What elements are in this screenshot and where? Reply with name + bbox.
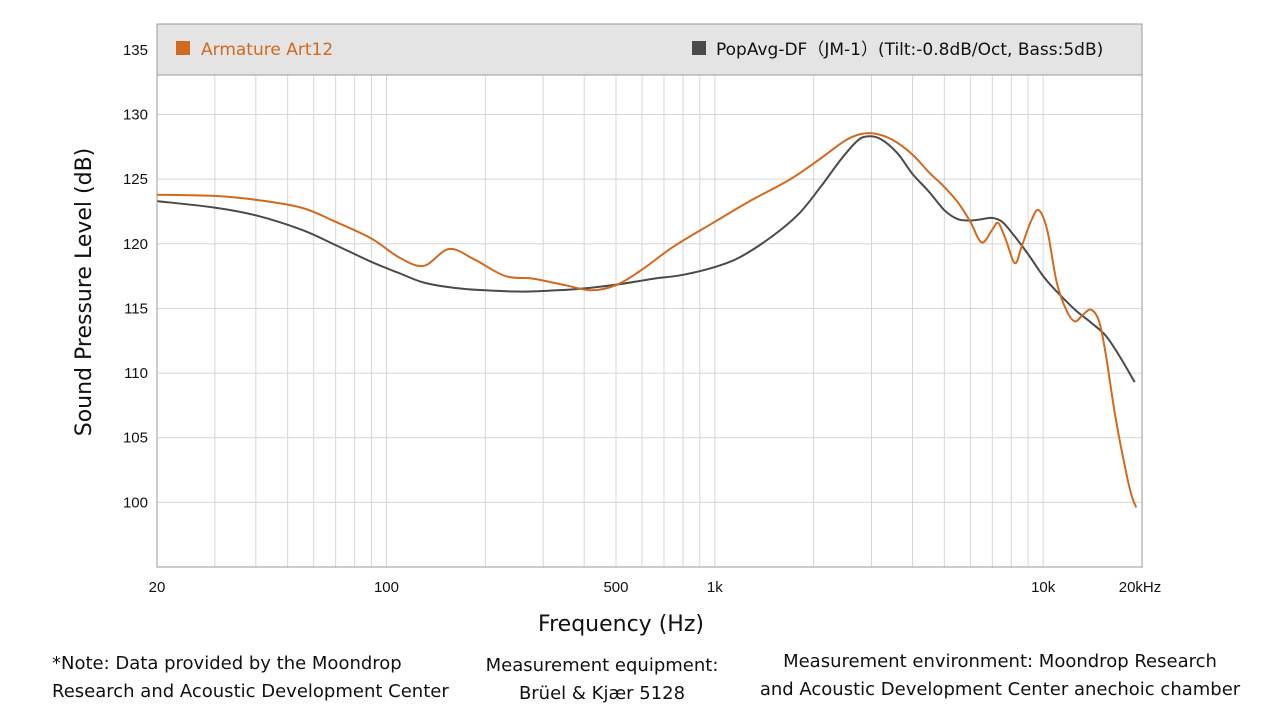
note-measurement-equipment: Measurement equipment: Brüel & Kjær 5128 — [462, 652, 742, 708]
grid-lines — [156, 24, 1143, 567]
note-line: Measurement equipment: — [485, 655, 719, 676]
y-tick-label: 110 — [124, 365, 148, 382]
note-measurement-environment: Measurement environment: Moondrop Resear… — [740, 648, 1260, 704]
x-tick-label: 10k — [1031, 579, 1056, 596]
series-lines — [156, 132, 1138, 508]
note-line: Research and Acoustic Development Center — [52, 681, 449, 702]
legend-label-armature: Armature Art12 — [201, 40, 333, 60]
legend-label-popavg: PopAvg-DF（JM-1）(Tilt:-0.8dB/Oct, Bass:5d… — [716, 40, 1103, 60]
legend-bar — [156, 23, 1143, 76]
note-line: Measurement environment: Moondrop Resear… — [783, 651, 1217, 672]
y-tick-label: 100 — [123, 494, 148, 511]
x-tick-label: 20kHz — [1119, 579, 1162, 596]
x-tick-label: 1k — [707, 579, 723, 596]
legend-swatch-armature — [176, 41, 190, 55]
note-line: Brüel & Kjær 5128 — [518, 683, 686, 704]
x-tick-label: 100 — [374, 579, 399, 596]
y-tick-label: 105 — [123, 430, 148, 447]
x-tick-label: 500 — [603, 579, 628, 596]
series-line-armature — [156, 132, 1138, 508]
note-data-source: *Note: Data provided by the Moondrop Res… — [52, 650, 449, 706]
plot-frame — [156, 23, 1143, 568]
note-line: and Acoustic Development Center anechoic… — [759, 679, 1241, 700]
y-tick-label: 115 — [124, 300, 148, 317]
series-line-popavg — [156, 135, 1136, 383]
legend-swatch-popavg — [692, 41, 706, 55]
x-tick-labels: 20 100 500 1k 10k 20kHz — [149, 579, 1162, 596]
y-tick-label: 135 — [123, 42, 148, 59]
y-tick-label: 120 — [123, 236, 148, 253]
x-axis-title: Frequency (Hz) — [538, 612, 704, 637]
y-tick-labels: 100 105 110 115 120 125 130 135 — [123, 42, 148, 512]
x-tick-label: 20 — [149, 579, 166, 596]
y-tick-label: 125 — [123, 171, 148, 188]
y-axis-title: Sound Pressure Level (dB) — [72, 148, 97, 437]
note-line: *Note: Data provided by the Moondrop — [52, 653, 402, 674]
y-tick-label: 130 — [123, 107, 148, 124]
